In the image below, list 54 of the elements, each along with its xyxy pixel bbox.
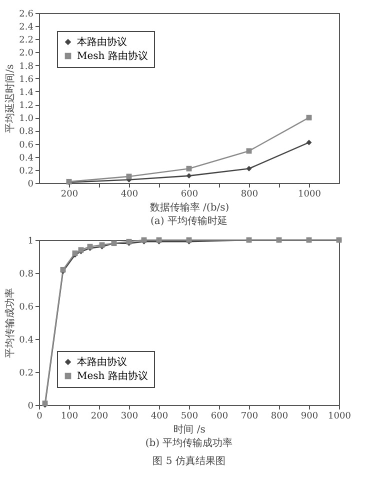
y-tick-label: 2.2 bbox=[19, 36, 34, 46]
y-tick-label: 1.8 bbox=[19, 62, 34, 72]
point bbox=[246, 148, 252, 154]
x-tick-label: 200 bbox=[90, 412, 108, 422]
text: (b) 平均传输成功率 bbox=[145, 437, 233, 449]
point bbox=[186, 166, 192, 172]
x-tick-label: 400 bbox=[120, 190, 138, 200]
y-tick-label: 0.4 bbox=[19, 153, 34, 164]
point bbox=[126, 174, 132, 180]
text: (a) 平均传输时延 bbox=[150, 215, 228, 227]
y-tick-label: 0.8 bbox=[19, 127, 34, 138]
y-tick-label: 0.6 bbox=[19, 140, 34, 150]
x-tick-label: 600 bbox=[180, 190, 198, 200]
y-tick-label: 0.2 bbox=[19, 368, 34, 378]
x-tick-label: 1000 bbox=[328, 412, 352, 422]
y-tick-label: 0.4 bbox=[19, 336, 34, 346]
x-tick-label: 0 bbox=[36, 412, 43, 422]
y-tick-label: 0 bbox=[28, 402, 34, 412]
x-tick-label: 500 bbox=[180, 412, 198, 422]
legend-label: 本路由协议 bbox=[77, 36, 127, 48]
y-tick-label: 0.2 bbox=[19, 166, 34, 176]
x-tick-label: 400 bbox=[150, 412, 168, 422]
y-tick-label: 2.6 bbox=[19, 10, 34, 20]
x-tick-label: 200 bbox=[60, 190, 78, 200]
x-tick-label: 1000 bbox=[298, 190, 322, 200]
x-axis-title: 数据传输率 /(b/s) bbox=[150, 202, 230, 214]
x-tick-label: 700 bbox=[240, 412, 258, 422]
caption: 图 5 仿真结果图 bbox=[152, 455, 226, 467]
y-axis-title: 平均传输成功率 bbox=[4, 288, 16, 358]
legend-label: Mesh 路由协议 bbox=[77, 370, 148, 382]
x-tick-label: 600 bbox=[210, 412, 228, 422]
legend-label: 本路由协议 bbox=[77, 356, 127, 368]
point bbox=[306, 114, 312, 120]
y-tick-label: 1.2 bbox=[19, 101, 34, 112]
x-axis-title: 时间 /s bbox=[174, 424, 206, 436]
y-tick-label: 1.6 bbox=[19, 74, 34, 85]
x-tick-label: 300 bbox=[120, 412, 138, 422]
x-tick-label: 800 bbox=[270, 412, 288, 422]
point bbox=[246, 166, 252, 172]
y-tick-label: 2.4 bbox=[19, 22, 34, 33]
x-tick-label: 800 bbox=[240, 190, 258, 200]
y-tick-label: 0.8 bbox=[19, 270, 34, 280]
y-tick-label: 1.4 bbox=[19, 88, 34, 98]
point bbox=[306, 140, 312, 146]
y-tick-label: 1 bbox=[28, 236, 34, 246]
legend-label: Mesh 路由协议 bbox=[77, 50, 148, 62]
y-tick-label: 1.0 bbox=[19, 114, 34, 124]
x-tick-label: 900 bbox=[300, 412, 318, 422]
point bbox=[186, 173, 192, 179]
y-tick-label: 0 bbox=[28, 180, 34, 190]
y-axis-title: 平均延迟时间/s bbox=[4, 64, 16, 133]
x-tick-label: 100 bbox=[60, 412, 78, 422]
y-tick-label: 0.6 bbox=[19, 302, 34, 312]
y-tick-label: 2.0 bbox=[19, 48, 34, 59]
